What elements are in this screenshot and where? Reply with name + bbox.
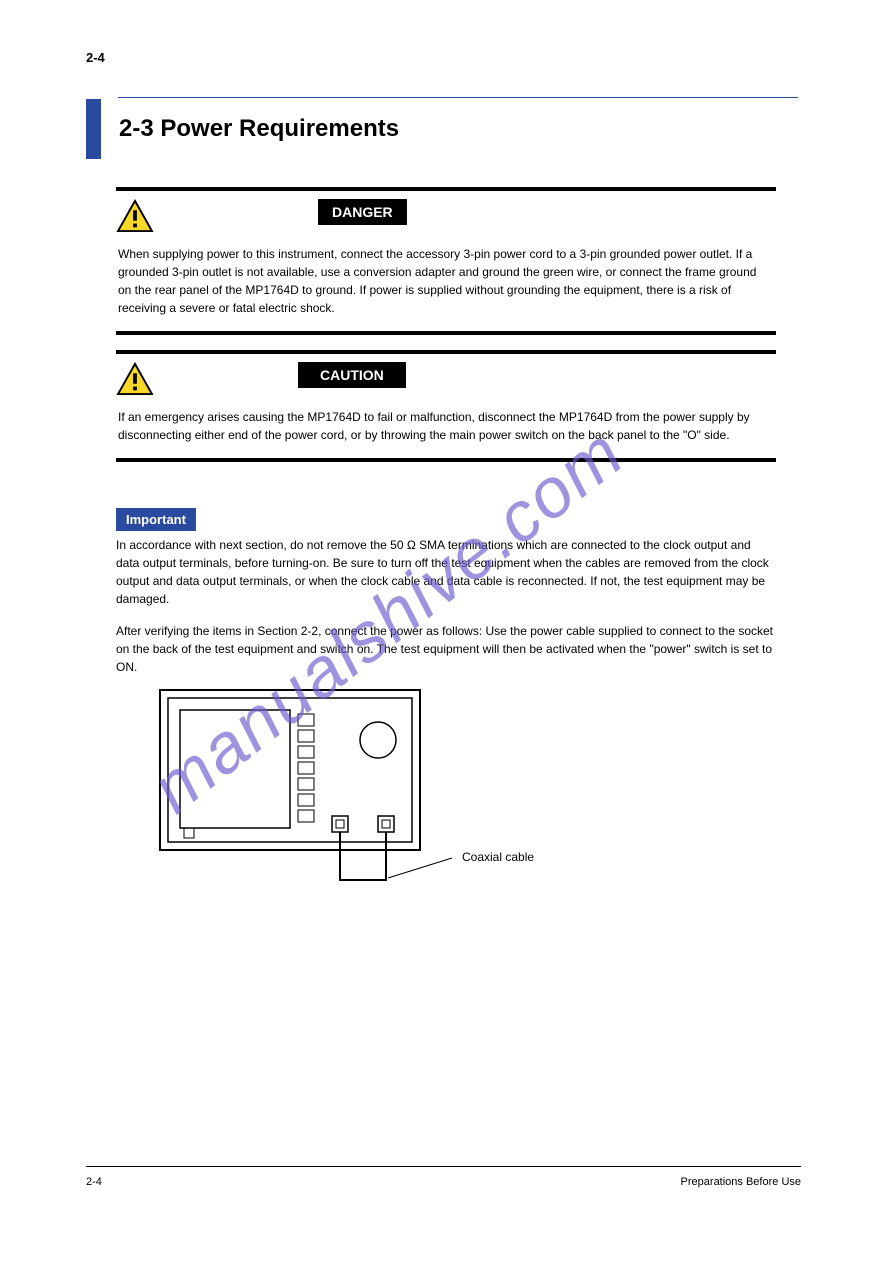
- caution-header: CAUTION: [116, 354, 776, 402]
- important-body: In accordance with next section, do not …: [116, 536, 776, 608]
- danger-label: DANGER: [318, 199, 407, 225]
- caution-box: CAUTION If an emergency arises causing t…: [116, 350, 776, 462]
- warning-icon: [116, 362, 154, 396]
- title-accent-bar: [86, 99, 101, 159]
- danger-header: DANGER: [116, 191, 776, 239]
- page-number-top: 2-4: [86, 50, 105, 65]
- section-title: 2-3 Power Requirements: [119, 115, 399, 143]
- danger-box: DANGER When supplying power to this inst…: [116, 187, 776, 335]
- device-diagram: [150, 680, 460, 910]
- turn-on-paragraph: After verifying the items in Section 2-2…: [116, 622, 776, 676]
- warning-icon: [116, 199, 154, 233]
- important-label: Important: [116, 508, 196, 531]
- danger-bottom-rule: [116, 331, 776, 335]
- device-caption: Coaxial cable: [462, 850, 534, 864]
- caution-label: CAUTION: [298, 362, 406, 388]
- footer-rule: [86, 1166, 801, 1167]
- footer-section-name: Preparations Before Use: [681, 1176, 801, 1188]
- danger-body: When supplying power to this instrument,…: [116, 239, 776, 331]
- caution-bottom-rule: [116, 458, 776, 462]
- header-rule: [118, 97, 798, 98]
- section-title-block: 2-3 Power Requirements: [86, 99, 399, 159]
- footer-page-number: 2-4: [86, 1176, 102, 1188]
- caution-body: If an emergency arises causing the MP176…: [116, 402, 776, 458]
